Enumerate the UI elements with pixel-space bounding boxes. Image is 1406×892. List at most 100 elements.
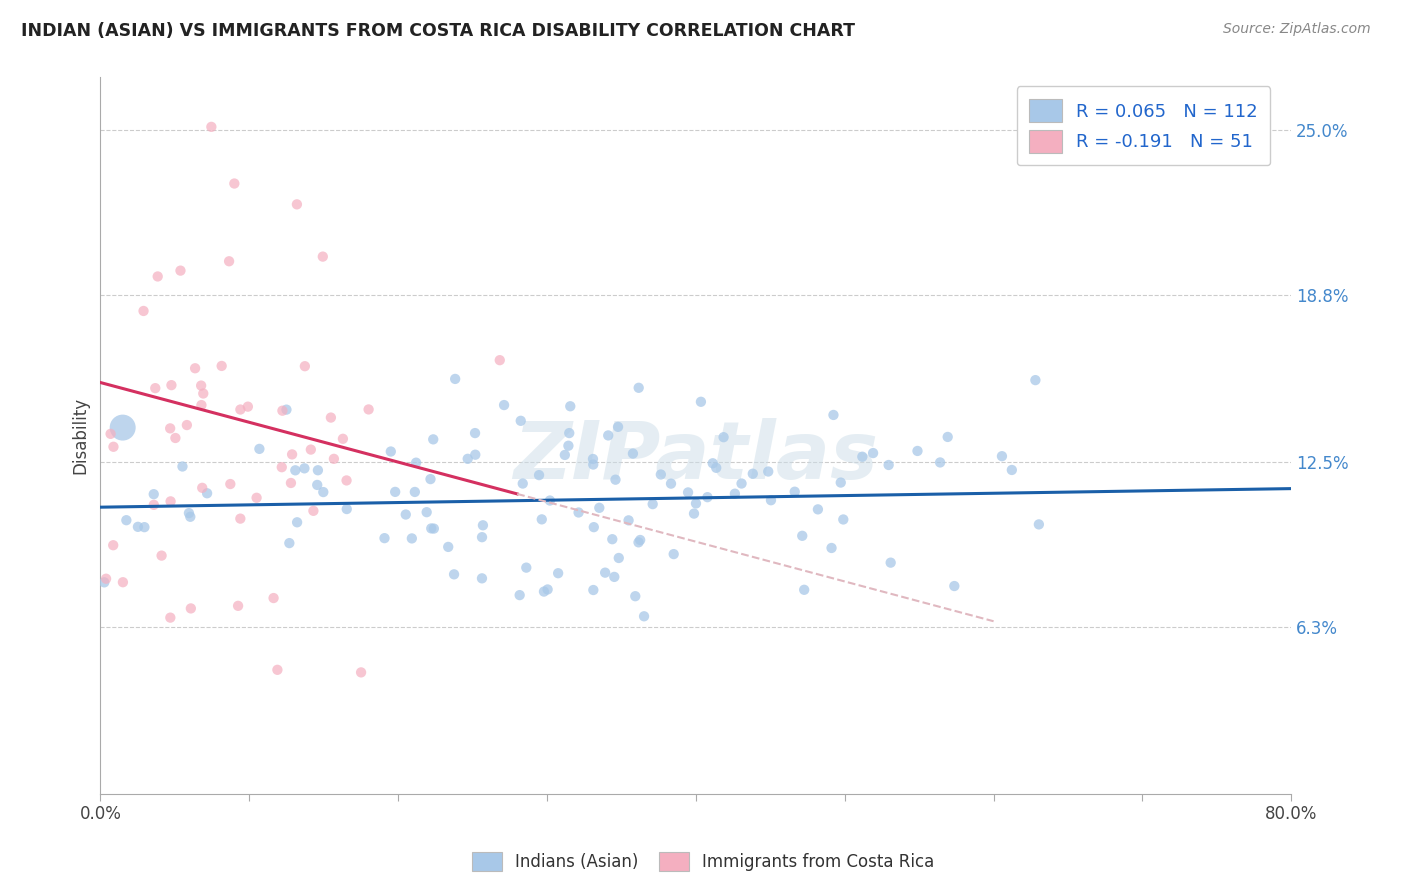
Point [1024, 373, 1046, 387]
Point [936, 430, 959, 444]
Point [190, 398, 212, 412]
Point [696, 490, 718, 504]
Point [395, 508, 418, 522]
Point [319, 410, 342, 425]
Point [281, 447, 304, 461]
Point [547, 566, 569, 581]
Point [307, 463, 329, 477]
Point [312, 250, 335, 264]
Point [527, 468, 550, 483]
Point [380, 444, 402, 458]
Point [471, 518, 494, 533]
Point [598, 428, 620, 442]
Legend: Indians (Asian), Immigrants from Costa Rica: Indians (Asian), Immigrants from Costa R… [464, 843, 942, 880]
Point [312, 485, 335, 500]
Point [862, 446, 884, 460]
Point [94, 572, 117, 586]
Legend: R = 0.065   N = 112, R = -0.191   N = 51: R = 0.065 N = 112, R = -0.191 N = 51 [1017, 87, 1271, 165]
Point [633, 609, 655, 624]
Point [617, 513, 640, 527]
Point [245, 491, 267, 505]
Point [195, 486, 218, 500]
Point [229, 511, 252, 525]
Point [464, 448, 486, 462]
Point [641, 497, 664, 511]
Point [134, 520, 156, 534]
Point [218, 254, 240, 268]
Point [457, 451, 479, 466]
Point [200, 120, 222, 134]
Point [1001, 463, 1024, 477]
Point [299, 442, 322, 457]
Point [650, 467, 672, 482]
Point [627, 535, 650, 549]
Point [419, 472, 441, 486]
Point [219, 477, 242, 491]
Point [176, 418, 198, 433]
Point [100, 426, 122, 441]
Point [509, 588, 531, 602]
Point [509, 414, 531, 428]
Point [991, 449, 1014, 463]
Point [830, 475, 852, 490]
Point [172, 459, 194, 474]
Point [266, 663, 288, 677]
Point [276, 402, 298, 417]
Point [662, 547, 685, 561]
Point [177, 506, 200, 520]
Point [515, 560, 537, 574]
Point [820, 541, 842, 555]
Point [582, 520, 605, 534]
Point [464, 426, 486, 441]
Point [832, 512, 855, 526]
Point [159, 421, 181, 435]
Point [159, 494, 181, 508]
Point [373, 531, 395, 545]
Point [730, 476, 752, 491]
Point [146, 269, 169, 284]
Point [851, 450, 873, 464]
Point [683, 507, 706, 521]
Point [169, 263, 191, 277]
Point [93, 575, 115, 590]
Point [624, 589, 647, 603]
Point [143, 381, 166, 395]
Point [471, 571, 494, 585]
Point [285, 516, 308, 530]
Point [600, 532, 623, 546]
Point [704, 460, 727, 475]
Point [132, 304, 155, 318]
Point [103, 538, 125, 552]
Point [294, 359, 316, 374]
Point [533, 584, 555, 599]
Point [607, 420, 630, 434]
Point [512, 476, 534, 491]
Point [879, 556, 901, 570]
Point [582, 458, 605, 472]
Point [294, 461, 316, 475]
Point [530, 512, 553, 526]
Point [443, 567, 465, 582]
Point [336, 502, 359, 516]
Point [270, 460, 292, 475]
Point [115, 513, 138, 527]
Point [271, 403, 294, 417]
Point [783, 484, 806, 499]
Point [384, 484, 406, 499]
Point [607, 551, 630, 566]
Point [142, 487, 165, 501]
Point [322, 451, 344, 466]
Point [423, 522, 446, 536]
Point [557, 439, 579, 453]
Y-axis label: Disability: Disability [72, 397, 89, 475]
Point [588, 500, 610, 515]
Point [111, 420, 134, 434]
Point [401, 532, 423, 546]
Point [165, 431, 187, 445]
Point [422, 433, 444, 447]
Point [437, 540, 460, 554]
Point [224, 177, 246, 191]
Point [724, 486, 747, 500]
Point [142, 498, 165, 512]
Point [285, 197, 308, 211]
